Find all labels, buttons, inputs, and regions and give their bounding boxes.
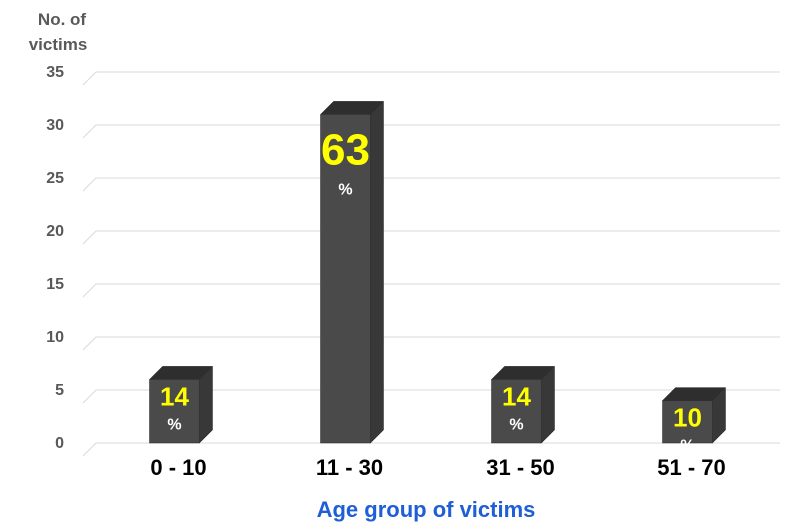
bar: 14%	[148, 365, 214, 444]
y-axis-title-line-2: victims	[29, 35, 88, 54]
data-label-unit: %	[680, 438, 694, 455]
data-label-unit: %	[167, 416, 181, 433]
data-label-value: 14	[502, 381, 531, 411]
bar-side	[199, 365, 213, 444]
y-tick-labels: 0 5 10 15 20 25 30 35	[46, 64, 64, 452]
x-tick-labels: 0 - 10 11 - 30 31 - 50 51 - 70	[150, 455, 725, 480]
y-tick-label: 20	[46, 223, 64, 240]
gridline	[82, 442, 780, 457]
y-tick-label: 5	[55, 382, 64, 399]
data-label-value: 10	[673, 403, 702, 433]
y-tick-label: 35	[46, 64, 64, 81]
x-axis-title: Age group of victims	[317, 497, 536, 522]
y-tick-label: 0	[55, 435, 64, 452]
bar: 63%	[319, 100, 385, 444]
gridline	[82, 283, 780, 298]
x-tick-label: 31 - 50	[486, 455, 555, 480]
data-label-unit: %	[338, 181, 352, 198]
x-tick-label: 0 - 10	[150, 455, 206, 480]
bar: 14%	[490, 365, 556, 444]
bar-side	[541, 365, 555, 444]
bar-front	[149, 379, 200, 444]
y-tick-label: 10	[46, 329, 64, 346]
y-tick-label: 15	[46, 276, 64, 293]
bar-front	[491, 379, 542, 444]
data-label-value: 14	[160, 381, 189, 411]
gridline	[82, 177, 780, 192]
y-tick-label: 25	[46, 170, 64, 187]
y-axis-title-line-1: No. of	[38, 10, 86, 29]
bars: 14%63%14% 10%	[148, 100, 727, 455]
gridline	[82, 230, 780, 245]
data-label-value: 63	[321, 125, 370, 174]
y-tick-label: 30	[46, 117, 64, 134]
bar-side	[370, 100, 384, 444]
x-tick-label: 51 - 70	[657, 455, 726, 480]
bar-front	[320, 114, 371, 444]
gridline	[82, 336, 780, 351]
bar-front	[662, 400, 713, 444]
x-tick-label: 11 - 30	[316, 455, 383, 480]
gridline	[82, 124, 780, 139]
gridline	[82, 71, 780, 86]
bar: 10%	[661, 386, 727, 455]
gridlines	[82, 71, 780, 457]
data-label-unit: %	[509, 416, 523, 433]
